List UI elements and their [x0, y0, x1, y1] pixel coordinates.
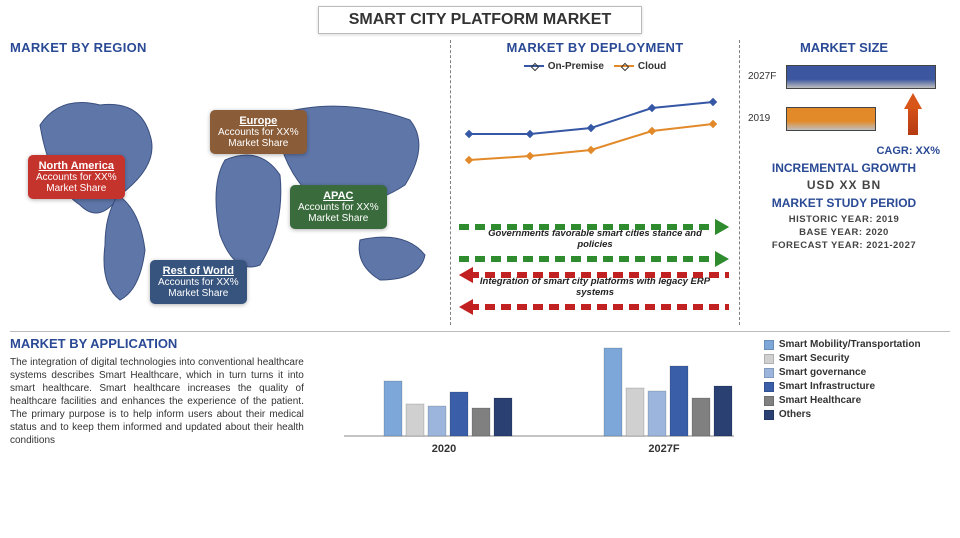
- main-title-wrap: SMART CITY PLATFORM MARKET: [0, 0, 960, 36]
- study-lines: HISTORIC YEAR: 2019 BASE YEAR: 2020 FORE…: [748, 214, 940, 252]
- deploy-marker: [709, 97, 717, 105]
- driver-negative: Integration of smart city platforms with…: [459, 272, 731, 312]
- right-col: MARKET SIZE 2027F 2019 CAGR: XX% INCREMEN…: [740, 40, 940, 325]
- deploy-heading: MARKET BY DEPLOYMENT: [459, 40, 731, 55]
- deploy-line-chart: [459, 76, 731, 216]
- region-heading: MARKET BY REGION: [10, 40, 450, 55]
- app-bar: [604, 348, 622, 436]
- deploy-marker: [648, 126, 656, 134]
- deploy-marker: [465, 155, 473, 163]
- cagr-arrow-stem: [908, 105, 918, 135]
- market-size-bar: [786, 107, 876, 131]
- line-chart-svg: [459, 76, 723, 216]
- incremental-value: USD XX BN: [748, 178, 940, 192]
- market-size-heading: MARKET SIZE: [748, 40, 940, 55]
- study-heading: MARKET STUDY PERIOD: [748, 196, 940, 210]
- app-bar: [626, 388, 644, 436]
- application-legend: Smart Mobility/Transportation Smart Secur…: [754, 336, 950, 471]
- top-row: MARKET BY REGION North AmericaAccounts f…: [0, 36, 960, 325]
- application-text-block: MARKET BY APPLICATION The integration of…: [10, 336, 304, 471]
- market-size-label: 2019: [748, 113, 770, 124]
- study-historic: HISTORIC YEAR: 2019: [748, 214, 940, 227]
- application-chart-svg: 2020 2027F: [304, 336, 754, 466]
- market-size-label: 2027F: [748, 71, 776, 82]
- app-legend-item: Others: [764, 409, 950, 420]
- cagr-arrow-head: [904, 93, 922, 109]
- application-paragraph: The integration of digital technologies …: [10, 356, 304, 447]
- app-category-label: 2020: [432, 443, 456, 455]
- app-bar: [714, 386, 732, 436]
- deploy-marker: [526, 151, 534, 159]
- app-bar: [494, 398, 512, 436]
- incremental-block: INCREMENTAL GROWTH USD XX BN: [748, 161, 940, 192]
- incremental-heading: INCREMENTAL GROWTH: [748, 161, 940, 175]
- app-bar: [406, 404, 424, 436]
- legend-item: Cloud: [614, 61, 666, 72]
- region-tag-eu: EuropeAccounts for XX%Market Share: [210, 110, 307, 154]
- app-bar: [692, 398, 710, 436]
- map-region: [216, 155, 281, 267]
- main-title: SMART CITY PLATFORM MARKET: [318, 6, 643, 34]
- app-legend-item: Smart Healthcare: [764, 395, 950, 406]
- app-bar: [450, 392, 468, 436]
- app-legend-item: Smart Security: [764, 353, 950, 364]
- legend-item: On-Premise: [524, 61, 604, 72]
- application-chart: 2020 2027F: [304, 336, 754, 471]
- map-region: [359, 237, 425, 280]
- deploy-marker: [648, 103, 656, 111]
- app-legend-item: Smart governance: [764, 367, 950, 378]
- app-bar: [384, 381, 402, 436]
- cagr-label: CAGR: XX%: [748, 145, 940, 157]
- study-block: MARKET STUDY PERIOD HISTORIC YEAR: 2019 …: [748, 196, 940, 252]
- app-category-label: 2027F: [648, 443, 679, 455]
- app-legend-item: Smart Infrastructure: [764, 381, 950, 392]
- deploy-marker: [465, 129, 473, 137]
- app-legend-item: Smart Mobility/Transportation: [764, 339, 950, 350]
- deploy-marker: [709, 119, 717, 127]
- deploy-marker: [587, 123, 595, 131]
- region-tag-na: North AmericaAccounts for XX%Market Shar…: [28, 155, 125, 199]
- deploy-legend: On-Premise Cloud: [459, 59, 731, 72]
- driver-positive: Governments favorable smart cities stanc…: [459, 224, 731, 264]
- study-forecast: FORECAST YEAR: 2021-2027: [748, 240, 940, 253]
- app-bar: [428, 406, 446, 436]
- study-base: BASE YEAR: 2020: [748, 227, 940, 240]
- region-col: MARKET BY REGION North AmericaAccounts f…: [10, 40, 450, 325]
- app-bar: [670, 366, 688, 436]
- deploy-col: MARKET BY DEPLOYMENT On-Premise Cloud Gov…: [450, 40, 740, 325]
- market-size-chart: 2027F 2019: [748, 55, 940, 145]
- map-region: [104, 195, 145, 300]
- deploy-marker: [587, 145, 595, 153]
- application-heading: MARKET BY APPLICATION: [10, 336, 304, 353]
- market-size-bar: [786, 65, 936, 89]
- region-tag-apac: APACAccounts for XX%Market Share: [290, 185, 387, 229]
- app-bar: [648, 391, 666, 436]
- deploy-marker: [526, 129, 534, 137]
- region-tag-row: Rest of WorldAccounts for XX%Market Shar…: [150, 260, 247, 304]
- bottom-row: MARKET BY APPLICATION The integration of…: [0, 332, 960, 471]
- app-bar: [472, 408, 490, 436]
- map-wrap: North AmericaAccounts for XX%Market Shar…: [10, 55, 450, 325]
